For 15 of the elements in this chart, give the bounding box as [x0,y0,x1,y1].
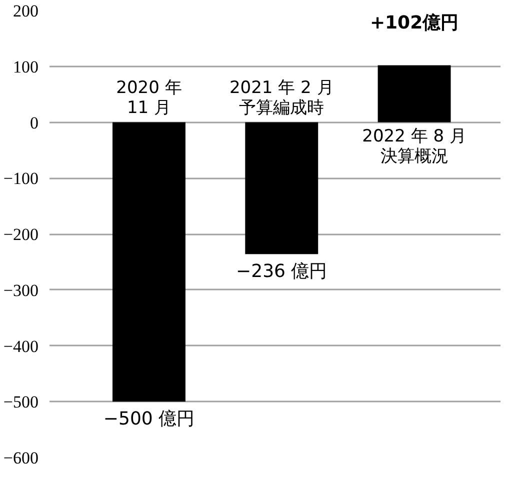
y-tick-label: 0 [30,113,38,132]
data-label: −236 億円 [236,260,328,282]
data-label: −500 億円 [103,408,195,430]
y-tick-label: 100 [13,57,38,76]
y-tick-label: −400 [3,336,39,356]
x-tick-label: 2022 年 8 月決算概況 [362,126,466,167]
y-tick-label: −300 [3,280,39,300]
data-label: +102億円 [370,12,459,34]
y-tick-label: 200 [13,2,38,20]
x-tick-label: 2021 年 2 月予算編成時 [229,78,334,118]
y-tick-label: −500 [3,392,39,412]
y-tick-label: −600 [3,448,39,468]
x-tick-label: 2020 年 11 月 [116,78,182,118]
y-tick-label: −100 [3,169,39,188]
y-tick-label: −200 [3,225,39,244]
